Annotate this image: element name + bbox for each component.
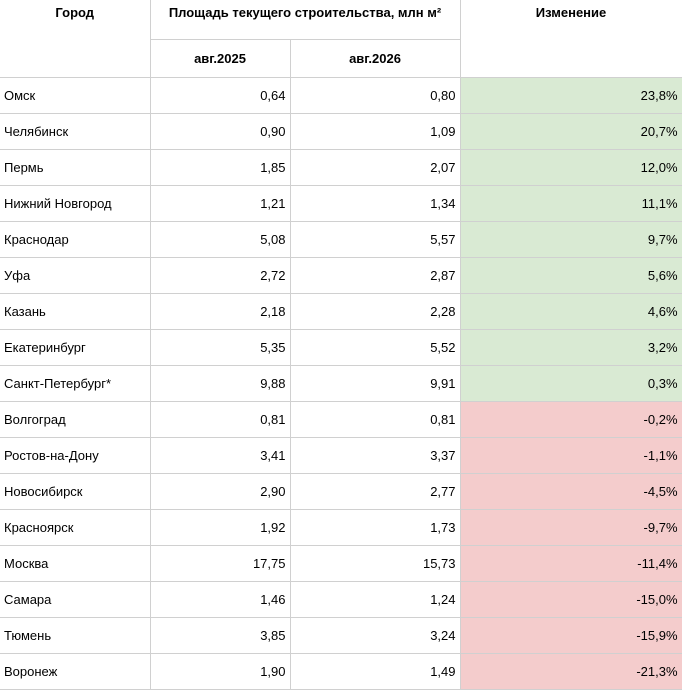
area-2025-cell: 1,46 xyxy=(149,581,291,618)
city-cell: Омск xyxy=(0,77,151,114)
change-cell: 12,0% xyxy=(459,149,682,186)
city-cell: Новосибирск xyxy=(0,473,151,510)
table-row: Воронеж 1,90 1,49 -21,3% xyxy=(0,653,682,690)
change-cell: 5,6% xyxy=(459,257,682,294)
area-2025-cell: 3,85 xyxy=(149,617,291,654)
area-2026-cell: 5,57 xyxy=(289,221,461,258)
table-row: Тюмень 3,85 3,24 -15,9% xyxy=(0,617,682,654)
change-cell: 3,2% xyxy=(459,329,682,366)
city-cell: Красноярск xyxy=(0,509,151,546)
area-2025-cell: 2,90 xyxy=(149,473,291,510)
city-cell: Екатеринбург xyxy=(0,329,151,366)
area-2026-cell: 2,77 xyxy=(289,473,461,510)
area-2026-cell: 15,73 xyxy=(289,545,461,582)
table-header: Город Площадь текущего строительства, мл… xyxy=(0,0,682,78)
city-cell: Тюмень xyxy=(0,617,151,654)
column-header-city: Город xyxy=(0,0,151,78)
city-cell: Челябинск xyxy=(0,113,151,150)
area-2025-cell: 5,35 xyxy=(149,329,291,366)
city-cell: Самара xyxy=(0,581,151,618)
city-cell: Пермь xyxy=(0,149,151,186)
table-row: Краснодар 5,08 5,57 9,7% xyxy=(0,221,682,258)
change-cell: -0,2% xyxy=(459,401,682,438)
area-2025-cell: 0,90 xyxy=(149,113,291,150)
table-row: Казань 2,18 2,28 4,6% xyxy=(0,293,682,330)
table-row: Волгоград 0,81 0,81 -0,2% xyxy=(0,401,682,438)
change-cell: 11,1% xyxy=(459,185,682,222)
change-cell: -15,9% xyxy=(459,617,682,654)
table-row: Новосибирск 2,90 2,77 -4,5% xyxy=(0,473,682,510)
city-cell: Казань xyxy=(0,293,151,330)
city-cell: Уфа xyxy=(0,257,151,294)
area-2025-cell: 1,85 xyxy=(149,149,291,186)
change-cell: 23,8% xyxy=(459,77,682,114)
table-row: Санкт-Петербург* 9,88 9,91 0,3% xyxy=(0,365,682,402)
area-2026-cell: 0,81 xyxy=(289,401,461,438)
column-header-area: Площадь текущего строительства, млн м² xyxy=(149,0,461,40)
area-2026-cell: 2,28 xyxy=(289,293,461,330)
city-cell: Воронеж xyxy=(0,653,151,690)
table-row: Пермь 1,85 2,07 12,0% xyxy=(0,149,682,186)
area-2025-cell: 1,92 xyxy=(149,509,291,546)
change-cell: 20,7% xyxy=(459,113,682,150)
city-cell: Нижний Новгород xyxy=(0,185,151,222)
area-2025-cell: 17,75 xyxy=(149,545,291,582)
column-header-period-a: авг.2025 xyxy=(150,39,291,78)
table-row: Омск 0,64 0,80 23,8% xyxy=(0,77,682,114)
city-cell: Волгоград xyxy=(0,401,151,438)
column-header-period-b: авг.2026 xyxy=(289,39,461,78)
change-cell: 9,7% xyxy=(459,221,682,258)
area-2026-cell: 1,73 xyxy=(289,509,461,546)
area-2026-cell: 2,87 xyxy=(289,257,461,294)
city-cell: Ростов-на-Дону xyxy=(0,437,151,474)
change-cell: -15,0% xyxy=(459,581,682,618)
change-cell: -9,7% xyxy=(459,509,682,546)
area-2026-cell: 1,34 xyxy=(289,185,461,222)
table-row: Екатеринбург 5,35 5,52 3,2% xyxy=(0,329,682,366)
change-cell: -11,4% xyxy=(459,545,682,582)
area-2026-cell: 9,91 xyxy=(289,365,461,402)
area-2026-cell: 3,37 xyxy=(289,437,461,474)
city-cell: Санкт-Петербург* xyxy=(0,365,151,402)
change-cell: -4,5% xyxy=(459,473,682,510)
change-cell: -1,1% xyxy=(459,437,682,474)
table-row: Красноярск 1,92 1,73 -9,7% xyxy=(0,509,682,546)
area-2026-cell: 1,09 xyxy=(289,113,461,150)
table-row: Уфа 2,72 2,87 5,6% xyxy=(0,257,682,294)
area-2025-cell: 2,72 xyxy=(149,257,291,294)
area-2026-cell: 3,24 xyxy=(289,617,461,654)
area-2026-cell: 2,07 xyxy=(289,149,461,186)
table-row: Самара 1,46 1,24 -15,0% xyxy=(0,581,682,618)
table-row: Москва 17,75 15,73 -11,4% xyxy=(0,545,682,582)
change-cell: 4,6% xyxy=(459,293,682,330)
area-2025-cell: 5,08 xyxy=(149,221,291,258)
city-cell: Краснодар xyxy=(0,221,151,258)
change-cell: -21,3% xyxy=(459,653,682,690)
area-2026-cell: 1,24 xyxy=(289,581,461,618)
area-2026-cell: 0,80 xyxy=(289,77,461,114)
table-body: Омск 0,64 0,80 23,8% Челябинск 0,90 1,09 20,7% П… xyxy=(0,77,682,690)
area-2025-cell: 1,90 xyxy=(149,653,291,690)
table-row: Челябинск 0,90 1,09 20,7% xyxy=(0,113,682,150)
area-2025-cell: 0,81 xyxy=(149,401,291,438)
city-cell: Москва xyxy=(0,545,151,582)
column-header-change: Изменение xyxy=(459,0,682,78)
area-2025-cell: 1,21 xyxy=(149,185,291,222)
area-2025-cell: 9,88 xyxy=(149,365,291,402)
area-2025-cell: 2,18 xyxy=(149,293,291,330)
table-row: Ростов-на-Дону 3,41 3,37 -1,1% xyxy=(0,437,682,474)
change-cell: 0,3% xyxy=(459,365,682,402)
area-2025-cell: 3,41 xyxy=(149,437,291,474)
table-row: Нижний Новгород 1,21 1,34 11,1% xyxy=(0,185,682,222)
area-2026-cell: 1,49 xyxy=(289,653,461,690)
area-2026-cell: 5,52 xyxy=(289,329,461,366)
area-2025-cell: 0,64 xyxy=(149,77,291,114)
